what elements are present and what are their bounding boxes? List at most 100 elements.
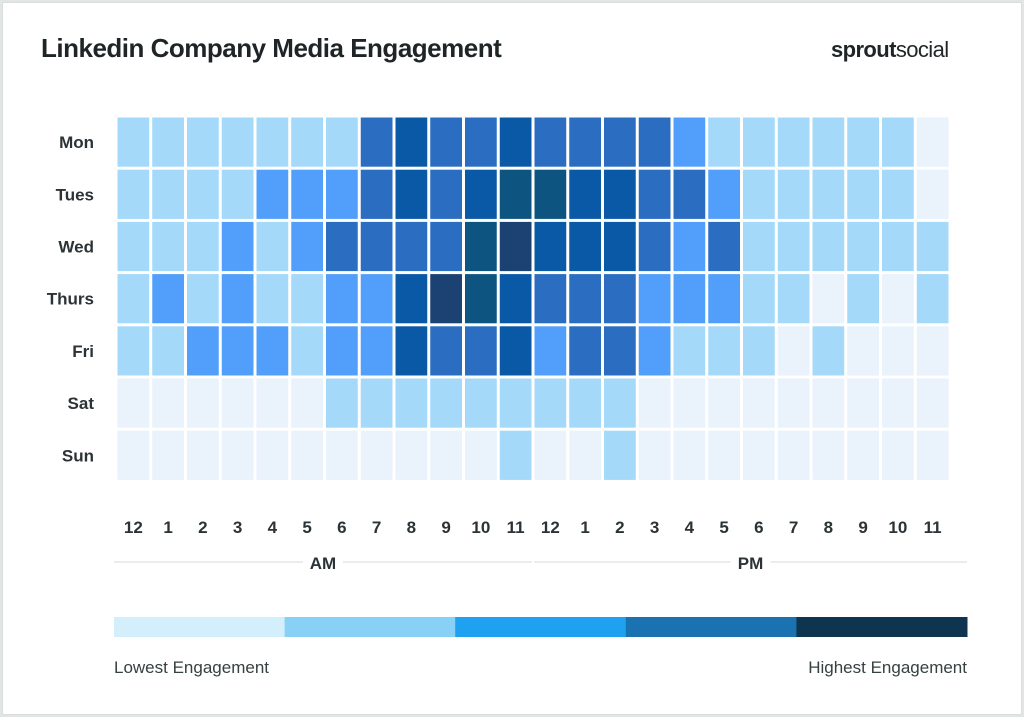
heatmap-cell-tues-15 — [638, 169, 671, 219]
heatmap-cell-sun-6 — [326, 430, 358, 480]
heatmap-cell-wed-7 — [360, 221, 393, 272]
heatmap-cell-tues-14 — [604, 169, 636, 219]
heatmap-cell-mon-21 — [847, 117, 879, 167]
heatmap-cell-wed-2 — [187, 221, 219, 272]
legend-swatch-3 — [625, 617, 797, 637]
heatmap-cell-thurs-7 — [360, 274, 393, 324]
heatmap-cell-mon-22 — [882, 117, 914, 167]
hour-label-22: 10 — [888, 518, 907, 537]
hour-label-16: 4 — [685, 518, 695, 537]
heatmap-cell-tues-22 — [882, 169, 914, 219]
hour-label-9: 9 — [441, 518, 450, 537]
heatmap-cell-sat-11 — [499, 378, 532, 428]
heatmap-cell-sun-1 — [152, 430, 184, 480]
brand-logo-light: social — [895, 37, 949, 62]
heatmap-cell-tues-10 — [465, 169, 497, 219]
heatmap-cell-tues-19 — [777, 169, 810, 219]
heatmap-cell-thurs-21 — [847, 274, 879, 324]
heatmap-cell-sat-6 — [326, 378, 358, 428]
day-label-thurs: Thurs — [47, 290, 94, 309]
heatmap-cell-tues-13 — [569, 169, 601, 219]
heatmap-cell-sat-12 — [534, 378, 567, 428]
heatmap-cell-wed-9 — [430, 221, 462, 272]
day-label-sun: Sun — [62, 446, 94, 465]
heatmap-cell-sat-10 — [465, 378, 497, 428]
heatmap-cell-sun-23 — [916, 430, 949, 480]
heatmap-cell-fri-1 — [152, 326, 184, 376]
legend: Lowest Engagement Highest Engagement — [114, 617, 968, 677]
heatmap-cell-mon-6 — [326, 117, 358, 167]
heatmap-cell-sat-1 — [152, 378, 184, 428]
legend-swatches — [114, 617, 968, 637]
hour-label-2: 2 — [198, 518, 207, 537]
heatmap-cell-thurs-13 — [569, 274, 601, 324]
heatmap-cell-thurs-2 — [187, 274, 219, 324]
heatmap-cell-thurs-14 — [604, 274, 636, 324]
day-labels: Mon Tues Wed Thurs Fri Sat Sun — [47, 133, 95, 465]
heatmap-cell-sun-16 — [673, 430, 706, 480]
hour-label-20: 8 — [824, 518, 833, 537]
heatmap-cell-sun-9 — [430, 430, 462, 480]
heatmap-cell-sat-3 — [221, 378, 254, 428]
heatmap-cell-fri-2 — [187, 326, 219, 376]
hour-label-6: 6 — [337, 518, 346, 537]
heatmap-cell-fri-12 — [534, 326, 567, 376]
heatmap-cell-thurs-12 — [534, 274, 567, 324]
hour-label-5: 5 — [302, 518, 311, 537]
hour-label-10: 10 — [471, 518, 490, 537]
heatmap-cell-tues-8 — [395, 169, 428, 219]
heatmap-cell-thurs-5 — [291, 274, 323, 324]
heatmap-cell-thurs-18 — [743, 274, 775, 324]
heatmap-cell-thurs-9 — [430, 274, 462, 324]
hour-label-7: 7 — [372, 518, 381, 537]
heatmap-cell-wed-20 — [812, 221, 845, 272]
heatmap-cell-fri-0 — [117, 326, 150, 376]
legend-swatch-2 — [455, 617, 627, 637]
heatmap-cell-thurs-16 — [673, 274, 706, 324]
heatmap-cell-fri-15 — [638, 326, 671, 376]
period-groups: AM PM — [114, 554, 967, 573]
heatmap-cell-mon-16 — [673, 117, 706, 167]
heatmap-cell-sun-10 — [465, 430, 497, 480]
heatmap-cell-fri-14 — [604, 326, 636, 376]
heatmap-cell-mon-18 — [743, 117, 775, 167]
heatmap-cell-wed-10 — [465, 221, 497, 272]
heatmap-cell-thurs-3 — [221, 274, 254, 324]
legend-low-label: Lowest Engagement — [114, 658, 269, 677]
heatmap-cell-sat-23 — [916, 378, 949, 428]
heatmap-cell-sun-20 — [812, 430, 845, 480]
heatmap-cell-mon-9 — [430, 117, 462, 167]
hour-label-11: 11 — [507, 518, 525, 537]
hour-label-18: 6 — [754, 518, 763, 537]
period-label-am: AM — [310, 554, 336, 573]
heatmap-cell-thurs-23 — [916, 274, 949, 324]
heatmap-cell-sun-22 — [882, 430, 914, 480]
heatmap-cell-mon-11 — [499, 117, 532, 167]
heatmap-cell-thurs-11 — [499, 274, 532, 324]
heatmap-cell-sat-4 — [256, 378, 289, 428]
heatmap-cell-sun-8 — [395, 430, 428, 480]
heatmap-cell-mon-15 — [638, 117, 671, 167]
heatmap-cell-fri-17 — [708, 326, 740, 376]
heatmap-cell-sat-5 — [291, 378, 323, 428]
heatmap-cell-tues-1 — [152, 169, 184, 219]
heatmap-cell-fri-21 — [847, 326, 879, 376]
heatmap-cell-fri-5 — [291, 326, 323, 376]
hour-label-0: 12 — [124, 518, 143, 537]
heatmap-cell-wed-4 — [256, 221, 289, 272]
heatmap-cell-fri-19 — [777, 326, 810, 376]
heatmap-cell-sat-22 — [882, 378, 914, 428]
heatmap-cell-sun-18 — [743, 430, 775, 480]
heatmap-cell-fri-6 — [326, 326, 358, 376]
heatmap-cell-mon-12 — [534, 117, 567, 167]
heatmap-cell-fri-13 — [569, 326, 601, 376]
heatmap-cell-mon-14 — [604, 117, 636, 167]
heatmap-cell-wed-8 — [395, 221, 428, 272]
hour-label-3: 3 — [233, 518, 242, 537]
heatmap-cell-wed-3 — [221, 221, 254, 272]
heatmap-cell-thurs-20 — [812, 274, 845, 324]
heatmap-cell-thurs-19 — [777, 274, 810, 324]
heatmap-cell-wed-22 — [882, 221, 914, 272]
heatmap-cell-fri-18 — [743, 326, 775, 376]
heatmap-cell-sun-17 — [708, 430, 740, 480]
